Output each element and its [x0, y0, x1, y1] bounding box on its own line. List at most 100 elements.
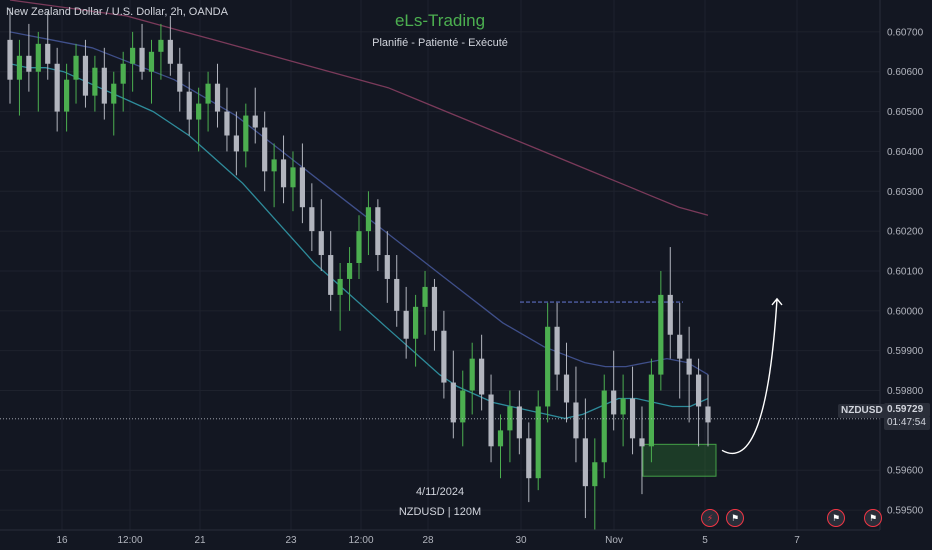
y-tick-label: 0.59500 [887, 506, 924, 517]
candle-body [601, 390, 607, 463]
candle-body [554, 326, 560, 375]
candle-body [205, 83, 211, 104]
candle-body [318, 231, 324, 256]
y-axis-labels: 0.60700 0.60600 0.60500 0.60400 0.60300 0.602… [887, 27, 924, 516]
candle-body [346, 263, 353, 279]
watermark-brand: eLs-Trading [394, 11, 486, 30]
y-tick-label: 0.60300 [887, 187, 924, 198]
price-axis[interactable] [880, 0, 932, 530]
y-tick-label: 0.59600 [887, 466, 924, 477]
y-tick-label: 0.60100 [887, 266, 924, 277]
candle-body [479, 358, 485, 395]
candle-body [705, 406, 711, 423]
candle-body [375, 207, 381, 256]
candle-body [167, 39, 173, 64]
x-axis-labels: 16 12:00 21 23 12:00 28 30 Nov 5 7 [56, 535, 800, 546]
ma-mid-line [9, 31, 709, 376]
candle-body [101, 67, 107, 104]
candle-body [686, 358, 692, 375]
us-flag-icon[interactable]: ⚑ [864, 509, 882, 527]
candle-body [507, 406, 513, 431]
candle-body [695, 374, 702, 407]
candle-body [224, 111, 230, 136]
candle-body [120, 63, 126, 84]
candle-body [611, 390, 617, 415]
candle-body [7, 39, 13, 80]
candle-body [441, 330, 447, 383]
y-tick-label: 0.60000 [887, 306, 924, 317]
demand-zone[interactable] [642, 443, 717, 477]
symbol-price-tag: NZDUSD [838, 404, 886, 418]
candle-body [130, 47, 136, 64]
candle-body [271, 159, 277, 172]
candle-body [648, 374, 654, 447]
watermark-date: 4/11/2024 [415, 486, 465, 498]
candle-body [337, 278, 343, 295]
y-tick-label: 0.59900 [887, 346, 924, 357]
y-tick-label: 0.60600 [887, 67, 924, 78]
candle-body [422, 286, 428, 307]
us-flag-icon[interactable]: ⚑ [726, 509, 744, 527]
y-tick-label: 0.60400 [887, 147, 924, 158]
candle-body [196, 103, 202, 120]
candle-body [82, 55, 89, 96]
candle-body [290, 167, 296, 188]
projection-arrow[interactable] [721, 298, 778, 455]
symbol-title[interactable]: New Zealand Dollar / U.S. Dollar, 2h, OA… [6, 6, 228, 18]
moving-averages [9, 0, 709, 420]
candle-body [526, 438, 532, 479]
y-tick-label: 0.60200 [887, 227, 924, 238]
bar-countdown-tag: 01:47:54 [884, 416, 930, 430]
candle-body [450, 382, 456, 423]
y-tick-label: 0.60500 [887, 107, 924, 118]
candle-body [35, 43, 41, 72]
us-flag-icon[interactable]: ⚑ [827, 509, 845, 527]
x-tick-label: 12:00 [348, 535, 373, 546]
x-tick-label: 12:00 [117, 535, 142, 546]
candle-body [214, 83, 221, 112]
candle-body [148, 51, 155, 72]
candle-body [629, 398, 636, 439]
candle-body [582, 438, 588, 487]
current-price-tag: 0.59729 [884, 403, 930, 417]
time-axis[interactable] [0, 530, 932, 550]
candle-body [252, 115, 258, 128]
candle-body [658, 294, 664, 375]
candle-body [592, 462, 598, 487]
candle-body [328, 255, 334, 295]
candles [7, 7, 711, 534]
x-tick-label: 23 [285, 535, 297, 546]
candle-body [280, 159, 287, 188]
candle-body [460, 390, 466, 423]
candle-body [667, 294, 673, 335]
candle-body [535, 406, 541, 479]
candle-body [26, 55, 32, 72]
candle-body [394, 278, 400, 311]
x-tick-label: 5 [702, 535, 708, 546]
candle-body [54, 63, 60, 112]
x-tick-label: 30 [515, 535, 527, 546]
ma-slow-line [9, 0, 709, 216]
candle-body [497, 430, 504, 447]
candle-body [356, 231, 362, 264]
candle-body [563, 374, 570, 403]
candle-body [177, 63, 183, 92]
candle-body [309, 207, 315, 232]
ma-fast-line [9, 63, 709, 420]
candle-body [677, 334, 683, 359]
x-tick-label: 7 [794, 535, 800, 546]
candle-body [262, 127, 268, 172]
candle-body [403, 310, 409, 339]
flash-icon[interactable]: ⚡ [701, 509, 719, 527]
x-tick-label: 28 [422, 535, 434, 546]
candle-body [73, 55, 79, 80]
arrowhead-icon [771, 297, 783, 306]
y-tick-label: 0.59800 [887, 386, 924, 397]
candle-body [16, 55, 23, 80]
candle-body [469, 358, 475, 391]
candle-body [233, 135, 239, 152]
x-tick-label: Nov [605, 535, 623, 546]
candle-body [384, 255, 390, 279]
